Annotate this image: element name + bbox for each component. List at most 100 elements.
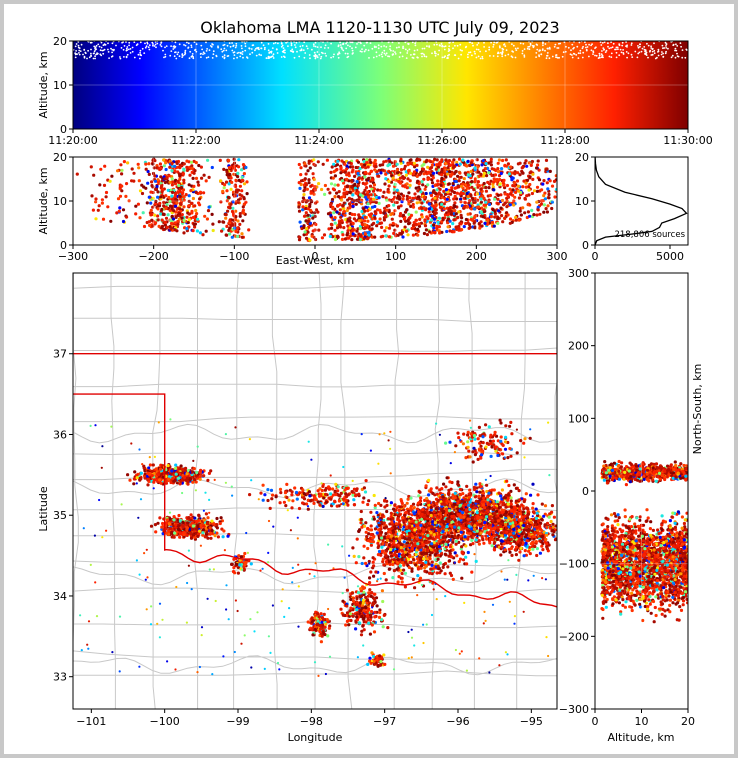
ew-source-point xyxy=(485,174,489,178)
source-point xyxy=(194,65,197,68)
ew-source-point xyxy=(425,215,429,219)
sparse-gap xyxy=(345,42,347,45)
sparse-gap xyxy=(234,46,237,49)
ew-source-point xyxy=(409,204,413,208)
sparse-gap xyxy=(75,53,78,55)
sparse-gap xyxy=(564,50,567,53)
ew-source-point xyxy=(460,228,464,232)
ew-source-point xyxy=(385,208,389,212)
sparse-gap xyxy=(540,53,543,56)
ew-source-point xyxy=(169,221,174,226)
ew-source-point xyxy=(436,220,440,224)
sparse-gap xyxy=(263,48,266,51)
source-point xyxy=(473,69,476,71)
sparse-gap xyxy=(221,55,224,58)
ew-source-point xyxy=(345,233,349,237)
source-point xyxy=(465,70,467,72)
ew-source-point xyxy=(384,172,388,176)
ew-source-point xyxy=(306,213,310,217)
sparse-gap xyxy=(594,47,596,49)
ew-source-point xyxy=(224,213,228,217)
map-source-point xyxy=(469,543,473,547)
source-point xyxy=(683,76,686,79)
ew-source-point xyxy=(307,159,311,163)
ew-source-point xyxy=(303,230,307,234)
ew-source-point xyxy=(228,232,232,236)
ew-source-point xyxy=(382,218,386,222)
sparse-gap xyxy=(361,48,363,50)
sparse-gap xyxy=(256,47,258,49)
ew-source-point xyxy=(333,234,337,238)
sparse-gap xyxy=(394,51,396,53)
ew-source-point xyxy=(176,219,180,224)
map-source-point xyxy=(397,513,401,517)
ew-source-point xyxy=(245,180,249,184)
ew-source-point xyxy=(366,190,370,194)
sparse-gap xyxy=(78,52,80,54)
sparse-gap xyxy=(276,52,279,54)
map-source-point xyxy=(458,557,463,561)
map-source-point xyxy=(460,551,464,555)
ew-source-point xyxy=(321,162,325,166)
sparse-gap xyxy=(212,50,215,53)
sparse-gap xyxy=(501,55,504,58)
ew-source-point xyxy=(496,197,500,201)
source-point xyxy=(229,74,232,77)
ew-source-point xyxy=(498,182,502,186)
source-point xyxy=(282,70,284,72)
map-source-point xyxy=(403,523,407,527)
ew-source-point xyxy=(308,204,312,209)
sparse-gap xyxy=(630,53,633,56)
sparse-gap xyxy=(469,51,472,54)
map-source-point xyxy=(413,586,417,590)
map-source-point xyxy=(357,555,361,559)
ew-source-point xyxy=(198,231,202,235)
map-source-point xyxy=(400,560,404,565)
source-point xyxy=(284,69,287,71)
ew-source-point xyxy=(156,214,160,218)
sparse-gap xyxy=(519,42,522,45)
sparse-gap xyxy=(211,57,214,59)
source-point xyxy=(229,78,232,81)
ew-source-point xyxy=(473,197,477,201)
ew-source-point xyxy=(370,178,374,182)
ew-source-point xyxy=(168,165,172,169)
sparse-gap xyxy=(305,45,308,48)
ew-source-point xyxy=(436,179,440,183)
sparse-gap xyxy=(630,42,633,45)
sparse-gap xyxy=(133,56,136,59)
ew-source-point xyxy=(500,167,504,171)
sparse-gap xyxy=(592,51,595,54)
ew-source-point xyxy=(446,160,450,164)
sparse-gap xyxy=(139,52,142,54)
ew-source-point xyxy=(240,175,244,179)
map-source-point xyxy=(362,556,366,560)
ew-source-point xyxy=(362,191,366,195)
ew-source-point xyxy=(448,170,452,174)
source-point xyxy=(470,87,472,90)
hist-xtick-label: 5000 xyxy=(656,250,684,263)
ew-source-point xyxy=(110,174,114,178)
sparse-gap xyxy=(100,54,103,57)
source-point xyxy=(566,85,569,88)
ew-source-point xyxy=(330,223,334,227)
source-point xyxy=(84,86,86,88)
sparse-gap xyxy=(146,42,149,45)
ew-source-point xyxy=(312,192,316,196)
ew-source-point xyxy=(164,161,168,165)
ew-source-point xyxy=(100,201,104,205)
sparse-gap xyxy=(377,47,380,50)
ew-source-point xyxy=(245,192,249,196)
sparse-gap xyxy=(441,56,444,59)
source-point xyxy=(209,84,211,87)
sparse-gap xyxy=(139,41,142,44)
map-source-point xyxy=(461,558,466,562)
ew-source-point xyxy=(363,215,367,219)
ew-source-point xyxy=(544,158,549,162)
sparse-gap xyxy=(588,43,590,46)
source-point xyxy=(92,68,94,71)
ew-source-point xyxy=(234,215,238,219)
sparse-gap xyxy=(173,55,176,58)
ew-source-point xyxy=(422,231,426,236)
ew-source-point xyxy=(335,210,339,214)
